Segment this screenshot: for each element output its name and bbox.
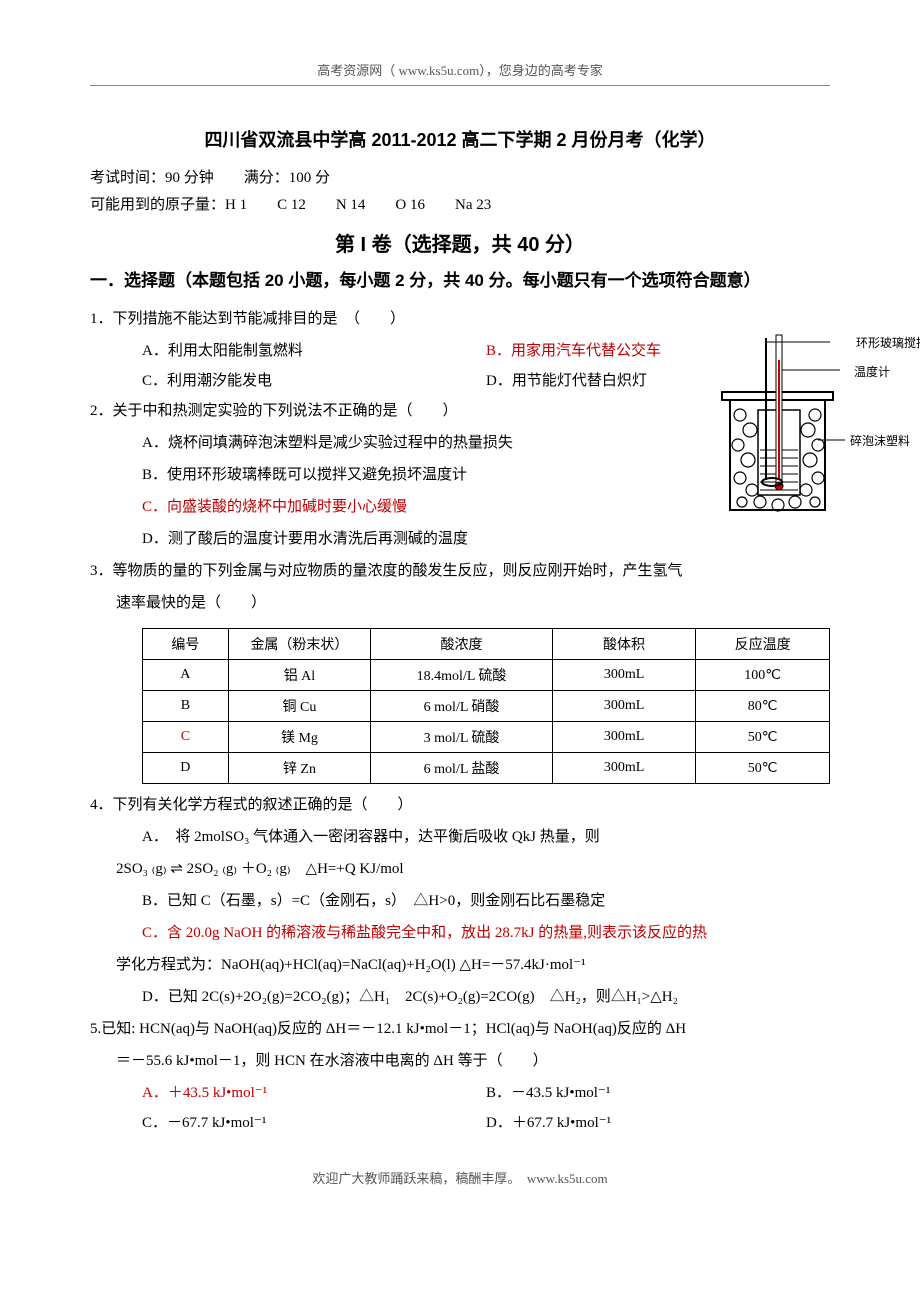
q1-opt-a: A．利用太阳能制氢燃料 xyxy=(142,336,486,366)
q3-th: 反应温度 xyxy=(696,629,830,660)
q3-td: 3 mol/L 硫酸 xyxy=(371,722,553,753)
meta-line-1: 考试时间：90 分钟 满分：100 分 xyxy=(90,166,830,187)
diagram-label-foam: 碎泡沫塑料 xyxy=(850,432,910,449)
q3-table: 编号金属（粉末状）酸浓度酸体积反应温度 A铝 Al18.4mol/L 硫酸300… xyxy=(142,628,830,784)
q3-td: C xyxy=(143,722,229,753)
q3-th: 金属（粉末状） xyxy=(228,629,370,660)
q4-opt-c-1: C．含 20.0g NaOH 的稀溶液与稀盐酸完全中和，放出 28.7kJ 的热… xyxy=(90,918,830,948)
part-title: 第 I 卷（选择题，共 40 分） xyxy=(90,228,830,257)
q3-td: 80℃ xyxy=(696,691,830,722)
header-url: www.ks5u.com xyxy=(398,63,479,78)
q5-stem-2: ＝－55.6 kJ•mol－1，则 HCN 在水溶液中电离的 ΔH 等于（ ） xyxy=(90,1046,830,1076)
section-title: 一．选择题（本题包括 20 小题，每小题 2 分，共 40 分。每小题只有一个选… xyxy=(90,267,830,294)
meta-line-2: 可能用到的原子量：H 1 C 12 N 14 O 16 Na 23 xyxy=(90,193,830,214)
q5-opt-b: B．－43.5 kJ•mol⁻¹ xyxy=(486,1078,830,1108)
q5-opt-d: D．＋67.7 kJ•mol⁻¹ xyxy=(486,1108,830,1138)
page-footer: 欢迎广大教师踊跃来稿，稿酬丰厚。 www.ks5u.com xyxy=(90,1168,830,1187)
q3-td: B xyxy=(143,691,229,722)
footer-pre: 欢迎广大教师踊跃来稿，稿酬丰厚。 xyxy=(312,1171,527,1186)
diagram-label-stir: 环形玻璃搅拌棒 xyxy=(856,334,920,351)
q3-td: 锌 Zn xyxy=(228,753,370,784)
q3-td: A xyxy=(143,660,229,691)
q5-stem-1: 5.已知: HCN(aq)与 NaOH(aq)反应的 ΔH＝－12.1 kJ•m… xyxy=(90,1014,830,1044)
q3-td: 铝 Al xyxy=(228,660,370,691)
table-row: A铝 Al18.4mol/L 硫酸300mL100℃ xyxy=(143,660,830,691)
q3-td: 300mL xyxy=(552,753,695,784)
exam-title: 四川省双流县中学高 2011-2012 高二下学期 2 月份月考（化学） xyxy=(90,126,830,152)
header-pre: 高考资源网（ xyxy=(317,63,398,78)
q5-opt-a: A．＋43.5 kJ•mol⁻¹ xyxy=(142,1078,486,1108)
q1-opt-c: C．利用潮汐能发电 xyxy=(142,366,486,396)
q3-td: 50℃ xyxy=(696,722,830,753)
q3-stem-2: 速率最快的是（ ） xyxy=(90,588,830,618)
q3-td: 18.4mol/L 硫酸 xyxy=(371,660,553,691)
q3-td: 50℃ xyxy=(696,753,830,784)
q3-td: 100℃ xyxy=(696,660,830,691)
header-rule xyxy=(90,85,830,86)
q3-td: 镁 Mg xyxy=(228,722,370,753)
q3-td: 6 mol/L 盐酸 xyxy=(371,753,553,784)
q4-stem: 4．下列有关化学方程式的叙述正确的是（ ） xyxy=(90,790,830,820)
q3-th: 酸浓度 xyxy=(371,629,553,660)
q3-th: 编号 xyxy=(143,629,229,660)
apparatus-diagram: 环形玻璃搅拌棒 温度计 碎泡沫塑料 xyxy=(700,330,880,540)
table-row: C镁 Mg3 mol/L 硫酸300mL50℃ xyxy=(143,722,830,753)
q3-td: 6 mol/L 硝酸 xyxy=(371,691,553,722)
q4-opt-d: D．已知 2C(s)+2O₂(g)=2CO₂(g)；△H₁ 2C(s)+O₂(g… xyxy=(90,982,830,1012)
table-row: B铜 Cu6 mol/L 硝酸300mL80℃ xyxy=(143,691,830,722)
q4-opt-c-2: 学化方程式为：NaOH(aq)+HCl(aq)=NaCl(aq)+H₂O(l) … xyxy=(90,950,830,980)
q3-th: 酸体积 xyxy=(552,629,695,660)
q4-opt-a-2: 2SO₃ ₍g₎ ⇌ 2SO₂ ₍g₎ ＋O₂ ₍g₎ △H=+Q KJ/mol xyxy=(90,854,830,884)
footer-url: www.ks5u.com xyxy=(527,1171,608,1186)
table-row: D锌 Zn6 mol/L 盐酸300mL50℃ xyxy=(143,753,830,784)
q5-opt-c: C．－67.7 kJ•mol⁻¹ xyxy=(142,1108,486,1138)
q3-td: 300mL xyxy=(552,660,695,691)
q3-td: 300mL xyxy=(552,722,695,753)
q3-td: 300mL xyxy=(552,691,695,722)
diagram-label-therm: 温度计 xyxy=(854,363,890,380)
q4-opt-b: B．已知 C（石墨，s）=C（金刚石，s） △H>0，则金刚石比石墨稳定 xyxy=(90,886,830,916)
q3-td: D xyxy=(143,753,229,784)
q3-td: 铜 Cu xyxy=(228,691,370,722)
q4-opt-a-1: A． 将 2molSO₃ 气体通入一密闭容器中，达平衡后吸收 QkJ 热量，则 xyxy=(90,822,830,852)
header-post: ），您身边的高考专家 xyxy=(479,63,603,78)
page-header: 高考资源网（ www.ks5u.com），您身边的高考专家 xyxy=(90,60,830,79)
q3-stem-1: 3．等物质的量的下列金属与对应物质的量浓度的酸发生反应，则反应刚开始时，产生氢气 xyxy=(90,556,830,586)
